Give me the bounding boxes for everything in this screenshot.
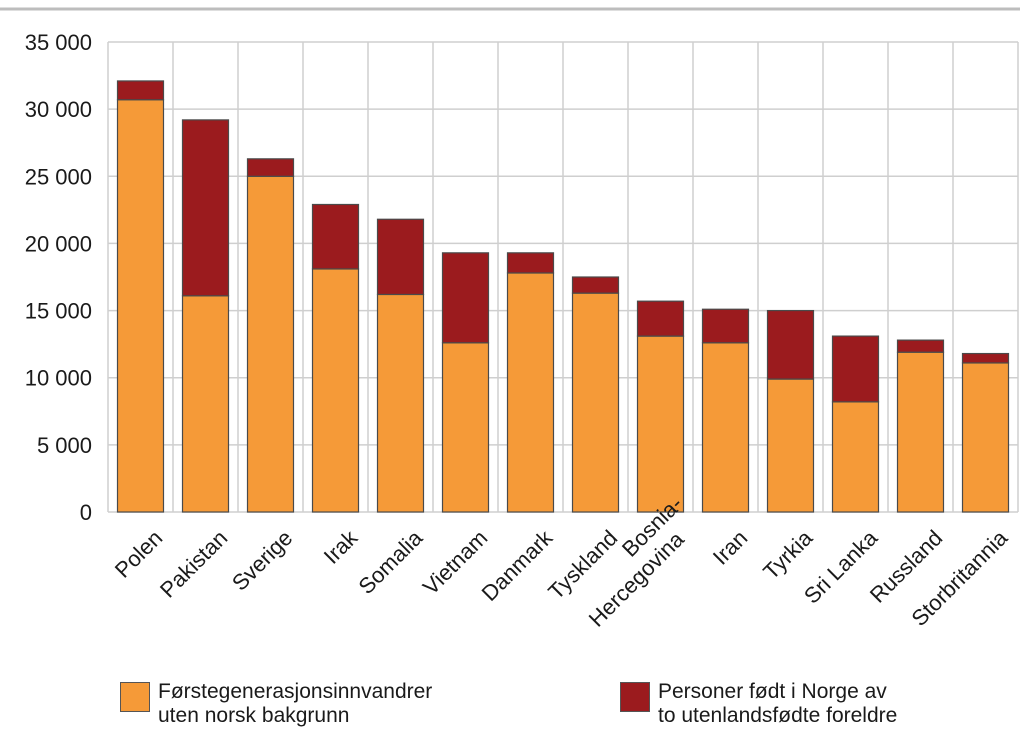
bar-segment-series1 (311, 268, 360, 513)
bar-segment-series1 (571, 292, 620, 513)
bar-segment-series2 (831, 335, 880, 403)
bars (116, 80, 1010, 513)
x-tick-label: Danmark (477, 524, 558, 605)
x-tick-label: Tyrkia (758, 525, 818, 585)
legend-item-series2: Personer født i Norge av to utenlandsfød… (620, 680, 988, 728)
x-tick-label: Polen (110, 525, 167, 582)
bar-segment-series1 (701, 342, 750, 513)
bar-segment-series2 (571, 276, 620, 294)
bar-segment-series2 (896, 339, 945, 353)
y-axis: 0 5 000 10 000 15 000 20 000 25 000 30 000 35 0… (25, 30, 92, 525)
grid-lines (107, 41, 1019, 513)
bar-segment-series1 (896, 351, 945, 513)
bar-segment-series1 (636, 335, 685, 513)
x-tick-label: Somalia (353, 525, 427, 599)
bar-segment-series2 (181, 119, 230, 297)
legend-label-series1: Førstegenerasjonsinnvandrer uten norsk b… (158, 680, 433, 727)
bar-segment-series2 (766, 309, 815, 380)
bar-segment-series1 (506, 272, 555, 513)
bar-segment-series2 (246, 158, 295, 177)
bar-segment-series2 (441, 252, 490, 344)
y-tick-label: 15 000 (25, 299, 92, 324)
bar-segment-series1 (246, 175, 295, 513)
stacked-bar-chart: 0 5 000 10 000 15 000 20 000 25 000 30 000 35 0… (0, 7, 1020, 632)
y-tick-label: 5 000 (37, 433, 92, 458)
bar-segment-series1 (181, 295, 230, 513)
bar-segment-series2 (961, 352, 1010, 364)
y-tick-label: 0 (80, 500, 92, 525)
legend-label-series2: Personer født i Norge av to utenlandsfød… (658, 680, 898, 727)
bar-segment-series1 (766, 378, 815, 513)
y-tick-label: 35 000 (25, 30, 92, 55)
bar-segment-series1 (961, 362, 1010, 513)
bar-segment-series1 (116, 99, 165, 513)
bar-segment-series2 (701, 308, 750, 344)
bar-segment-series1 (376, 293, 425, 513)
bar-segment-series1 (441, 342, 490, 513)
y-tick-label: 30 000 (25, 97, 92, 122)
bar-segment-series1 (831, 401, 880, 513)
bar-segment-series2 (376, 218, 425, 296)
legend-swatch-series2 (620, 682, 650, 712)
bar-segment-series2 (506, 252, 555, 274)
x-tick-label: Sverige (227, 525, 297, 595)
y-tick-label: 10 000 (25, 366, 92, 391)
x-tick-label: Iran (708, 525, 752, 569)
y-tick-label: 25 000 (25, 164, 92, 189)
legend-item-series1: Førstegenerasjonsinnvandrer uten norsk b… (120, 680, 488, 728)
legend-swatch-series1 (120, 682, 150, 712)
x-tick-label: Pakistan (155, 525, 232, 602)
bar-segment-series2 (116, 80, 165, 101)
bar-segment-series2 (311, 203, 360, 270)
y-tick-label: 20 000 (25, 231, 92, 256)
x-tick-label: Irak (319, 524, 363, 568)
bar-segment-series2 (636, 300, 685, 337)
